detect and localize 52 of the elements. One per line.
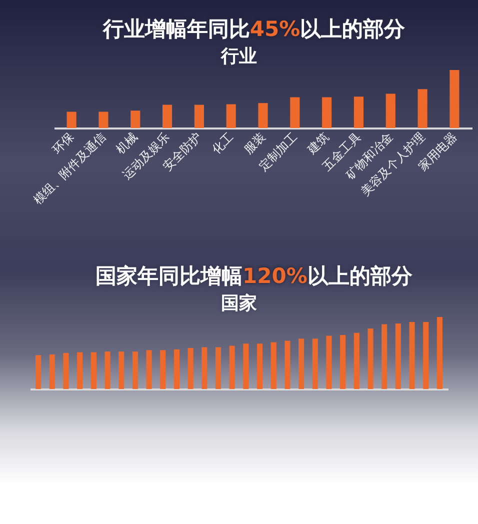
bar [298,338,304,389]
bar [368,328,374,389]
bar [132,352,138,389]
chart-subtitle: 国家 [220,292,258,316]
bar [118,352,124,389]
bar [258,103,268,128]
chart-title: 行业增幅年同比45%以上的部分 [102,16,406,43]
x-tick-label: 机械 [113,130,140,156]
bar [215,347,222,389]
bar [326,336,332,389]
x-tick-label: 化工 [209,130,236,156]
bar [146,350,152,389]
x-tick-label: 环保 [50,130,76,156]
bar [382,324,388,389]
bar [49,354,55,389]
bar [202,347,208,389]
bar [409,322,415,389]
bar [104,352,110,389]
bar [243,344,249,389]
bar [423,322,429,389]
bar [450,70,460,128]
bar [194,104,204,128]
bar [312,338,318,389]
bar [229,346,235,389]
bar [256,344,263,389]
bar [290,97,300,128]
bar [130,110,140,128]
bar [90,352,96,389]
bar [160,350,166,389]
bar [354,332,360,389]
bar [354,96,364,128]
bar [98,112,108,128]
bar [36,355,42,389]
bar [386,94,396,128]
bar [77,352,83,389]
bar [174,349,180,389]
bar [270,342,276,389]
x-tick-label: 建筑 [304,130,332,158]
bar [284,340,290,389]
chart-title: 国家年同比增幅120%以上的部分 [94,263,414,290]
bar [436,317,442,389]
bar [66,112,76,128]
bar [322,97,332,128]
bar [226,104,236,128]
chart-subtitle: 行业 [220,45,258,69]
x-tick-label: 服装 [241,130,268,156]
bar [340,335,346,389]
bar [162,104,172,128]
bar [395,323,401,389]
bar [63,353,69,389]
bar [418,89,428,128]
bar [188,348,194,389]
